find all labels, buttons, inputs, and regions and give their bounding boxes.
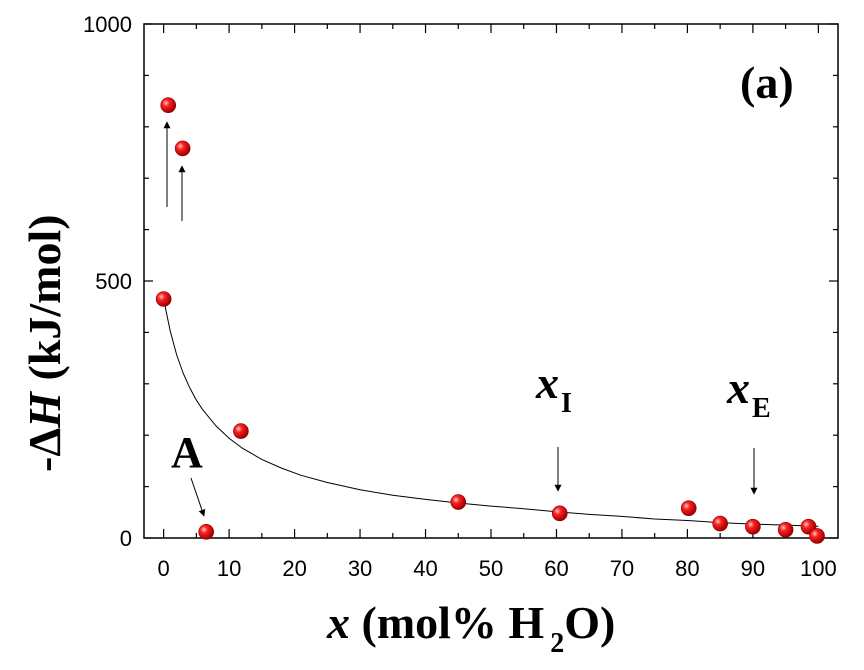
panel-label: (a): [740, 57, 794, 108]
data-point: [551, 505, 568, 522]
data-point: [174, 140, 191, 157]
x-tick-label: 40: [413, 556, 437, 581]
data-point: [680, 500, 697, 516]
y-tick-label: 1000: [83, 12, 132, 37]
x-ticks: 0 10 20 30 40 50 60 70 80 90 100: [158, 24, 837, 581]
data-point: [233, 423, 249, 439]
data-point: [198, 524, 214, 540]
y-tick-label: 0: [120, 526, 132, 551]
y-tick-label: 500: [95, 269, 132, 294]
y-axis-title: -ΔH (kJ/mol): [19, 214, 70, 472]
x-tick-label: 70: [610, 556, 634, 581]
data-point: [160, 97, 177, 114]
annotation-xe: xE: [726, 362, 771, 424]
arrow-a: [190, 477, 206, 517]
x-tick-label: 50: [479, 556, 503, 581]
data-point: [809, 528, 825, 544]
x-tick-label: 90: [741, 556, 765, 581]
x-tick-label: 0: [158, 556, 170, 581]
annotation-xi: xI: [535, 357, 572, 419]
x-tick-label: 100: [800, 556, 837, 581]
data-point: [155, 291, 172, 307]
x-tick-label: 30: [348, 556, 372, 581]
x-tick-label: 20: [282, 556, 306, 581]
annotation-a: A: [171, 428, 203, 477]
x-axis-title: x (mol% H 2O): [326, 597, 615, 659]
x-tick-label: 60: [544, 556, 568, 581]
data-point: [712, 515, 728, 532]
x-tick-label: 80: [675, 556, 699, 581]
data-points: [155, 97, 825, 544]
plot-frame: [143, 23, 839, 539]
data-point: [745, 518, 761, 535]
data-point: [777, 521, 794, 538]
annotation-arrows: [163, 121, 758, 517]
y-ticks: 0 500 1000: [83, 12, 838, 551]
x-tick-label: 10: [217, 556, 241, 581]
data-point: [450, 494, 467, 510]
fit-curve: [163, 298, 819, 527]
